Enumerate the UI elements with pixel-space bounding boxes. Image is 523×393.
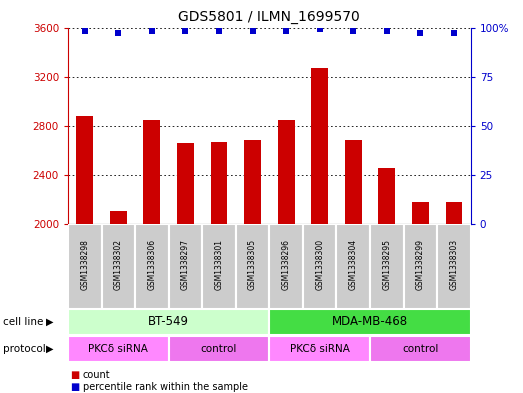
Bar	[110, 211, 127, 224]
Bar	[244, 141, 261, 224]
Text: control: control	[201, 344, 237, 354]
Bar	[76, 116, 93, 224]
Bar	[68, 224, 101, 309]
Bar	[379, 167, 395, 224]
Text: GSM1338295: GSM1338295	[382, 239, 391, 290]
Text: GSM1338300: GSM1338300	[315, 239, 324, 290]
Bar	[168, 224, 202, 309]
Bar	[278, 119, 294, 224]
Text: PKCδ siRNA: PKCδ siRNA	[88, 344, 148, 354]
Bar	[101, 224, 135, 309]
Bar	[446, 202, 462, 224]
Text: MDA-MB-468: MDA-MB-468	[332, 315, 408, 328]
Text: GSM1338298: GSM1338298	[80, 239, 89, 290]
Text: percentile rank within the sample: percentile rank within the sample	[83, 382, 247, 392]
Bar	[177, 143, 194, 224]
Text: GSM1338303: GSM1338303	[449, 239, 459, 290]
Bar	[143, 119, 160, 224]
Text: ▶: ▶	[46, 317, 53, 327]
Bar	[269, 336, 370, 362]
Text: GSM1338296: GSM1338296	[281, 239, 291, 290]
Text: ■: ■	[71, 382, 80, 392]
Bar	[168, 336, 269, 362]
Bar	[269, 309, 471, 335]
Bar	[311, 68, 328, 224]
Text: BT-549: BT-549	[148, 315, 189, 328]
Text: GSM1338305: GSM1338305	[248, 239, 257, 290]
Bar	[202, 224, 236, 309]
Bar	[211, 142, 228, 224]
Bar	[68, 309, 269, 335]
Text: cell line: cell line	[3, 317, 43, 327]
Text: ■: ■	[71, 370, 80, 380]
Text: GSM1338302: GSM1338302	[114, 239, 123, 290]
Bar	[370, 224, 404, 309]
Bar	[269, 224, 303, 309]
Text: protocol: protocol	[3, 344, 46, 354]
Bar	[437, 224, 471, 309]
Text: ▶: ▶	[46, 344, 53, 354]
Text: count: count	[83, 370, 110, 380]
Bar	[303, 224, 336, 309]
Text: GSM1338297: GSM1338297	[181, 239, 190, 290]
Text: PKCδ siRNA: PKCδ siRNA	[290, 344, 349, 354]
Bar	[404, 224, 437, 309]
Title: GDS5801 / ILMN_1699570: GDS5801 / ILMN_1699570	[178, 10, 360, 24]
Text: control: control	[402, 344, 439, 354]
Text: GSM1338306: GSM1338306	[147, 239, 156, 290]
Bar	[68, 336, 168, 362]
Bar	[236, 224, 269, 309]
Bar	[412, 202, 429, 224]
Bar	[345, 141, 361, 224]
Bar	[135, 224, 168, 309]
Text: GSM1338299: GSM1338299	[416, 239, 425, 290]
Bar	[336, 224, 370, 309]
Text: GSM1338301: GSM1338301	[214, 239, 223, 290]
Bar	[370, 336, 471, 362]
Text: GSM1338304: GSM1338304	[349, 239, 358, 290]
